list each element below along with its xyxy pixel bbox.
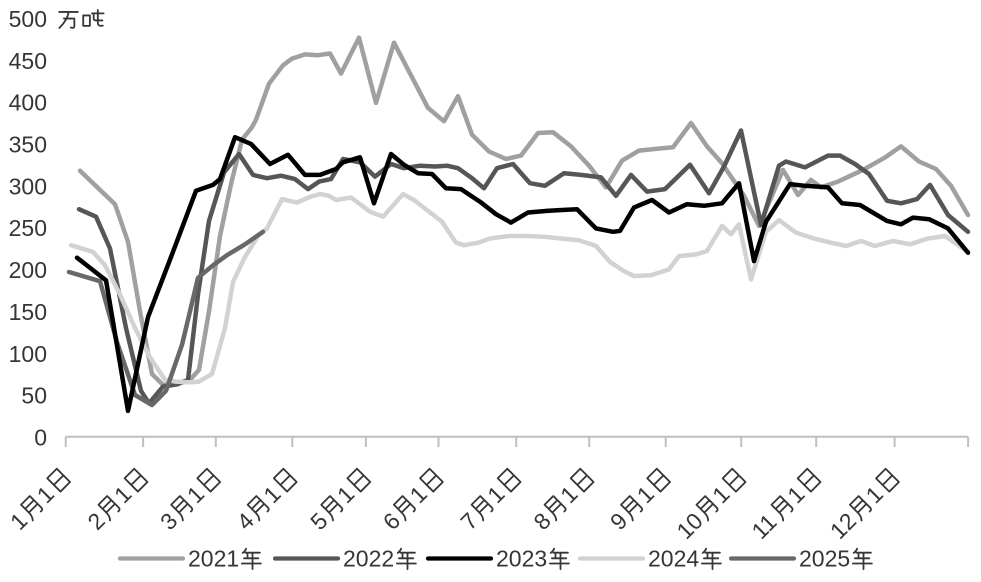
svg-text:400: 400 bbox=[9, 90, 47, 116]
svg-text:100: 100 bbox=[9, 341, 47, 367]
svg-text:300: 300 bbox=[9, 173, 47, 199]
svg-text:2021: 2021 bbox=[188, 546, 239, 572]
svg-text:0: 0 bbox=[34, 425, 47, 451]
svg-text:150: 150 bbox=[9, 299, 47, 325]
svg-text:50: 50 bbox=[21, 383, 47, 409]
svg-text:2024: 2024 bbox=[648, 546, 699, 572]
svg-text:2022: 2022 bbox=[343, 546, 394, 572]
svg-text:2025: 2025 bbox=[799, 546, 850, 572]
svg-text:350: 350 bbox=[9, 132, 47, 158]
svg-text:2023: 2023 bbox=[496, 546, 547, 572]
svg-text:200: 200 bbox=[9, 257, 47, 283]
svg-text:500: 500 bbox=[9, 6, 47, 32]
svg-text:450: 450 bbox=[9, 48, 47, 74]
svg-text:250: 250 bbox=[9, 215, 47, 241]
